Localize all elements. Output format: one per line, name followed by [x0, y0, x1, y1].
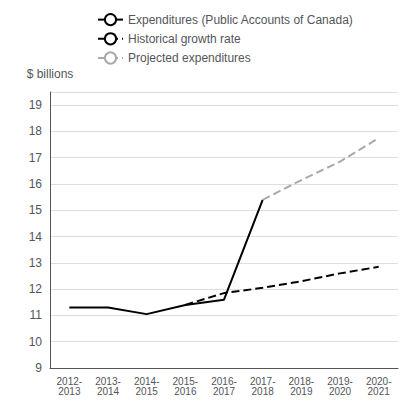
- svg-text:2014-: 2014-: [133, 375, 160, 387]
- svg-text:11: 11: [30, 308, 43, 322]
- svg-text:Projected expenditures: Projected expenditures: [128, 51, 251, 65]
- svg-text:17: 17: [29, 151, 43, 165]
- svg-text:2015-: 2015-: [172, 375, 199, 387]
- svg-text:$ billions: $ billions: [27, 67, 74, 81]
- svg-text:2015: 2015: [136, 386, 159, 397]
- svg-text:2018: 2018: [252, 386, 275, 397]
- svg-text:12: 12: [29, 282, 43, 296]
- svg-text:15: 15: [29, 203, 43, 217]
- svg-text:13: 13: [29, 256, 43, 270]
- svg-text:2012-: 2012-: [56, 375, 83, 387]
- svg-text:14: 14: [29, 230, 43, 244]
- svg-text:Historical growth rate: Historical growth rate: [128, 32, 241, 46]
- svg-text:19: 19: [29, 98, 43, 112]
- svg-text:2019: 2019: [290, 386, 313, 397]
- svg-text:2014: 2014: [97, 386, 120, 397]
- svg-text:16: 16: [29, 177, 43, 191]
- svg-text:18: 18: [29, 124, 43, 138]
- svg-text:2016-: 2016-: [211, 375, 237, 387]
- svg-text:Expenditures (Public Accounts: Expenditures (Public Accounts of Canada): [128, 13, 353, 27]
- svg-text:2020-: 2020-: [365, 375, 392, 387]
- svg-text:10: 10: [29, 335, 43, 349]
- svg-text:2017: 2017: [213, 386, 236, 397]
- svg-text:2021: 2021: [368, 386, 391, 397]
- svg-text:2020: 2020: [329, 386, 352, 397]
- svg-text:2013-: 2013-: [95, 375, 121, 387]
- svg-text:2017-: 2017-: [249, 375, 276, 387]
- svg-text:2019-: 2019-: [327, 375, 353, 387]
- svg-text:2013: 2013: [58, 386, 81, 397]
- svg-text:2018-: 2018-: [288, 375, 315, 387]
- svg-text:9: 9: [35, 361, 42, 375]
- svg-text:2016: 2016: [174, 386, 197, 397]
